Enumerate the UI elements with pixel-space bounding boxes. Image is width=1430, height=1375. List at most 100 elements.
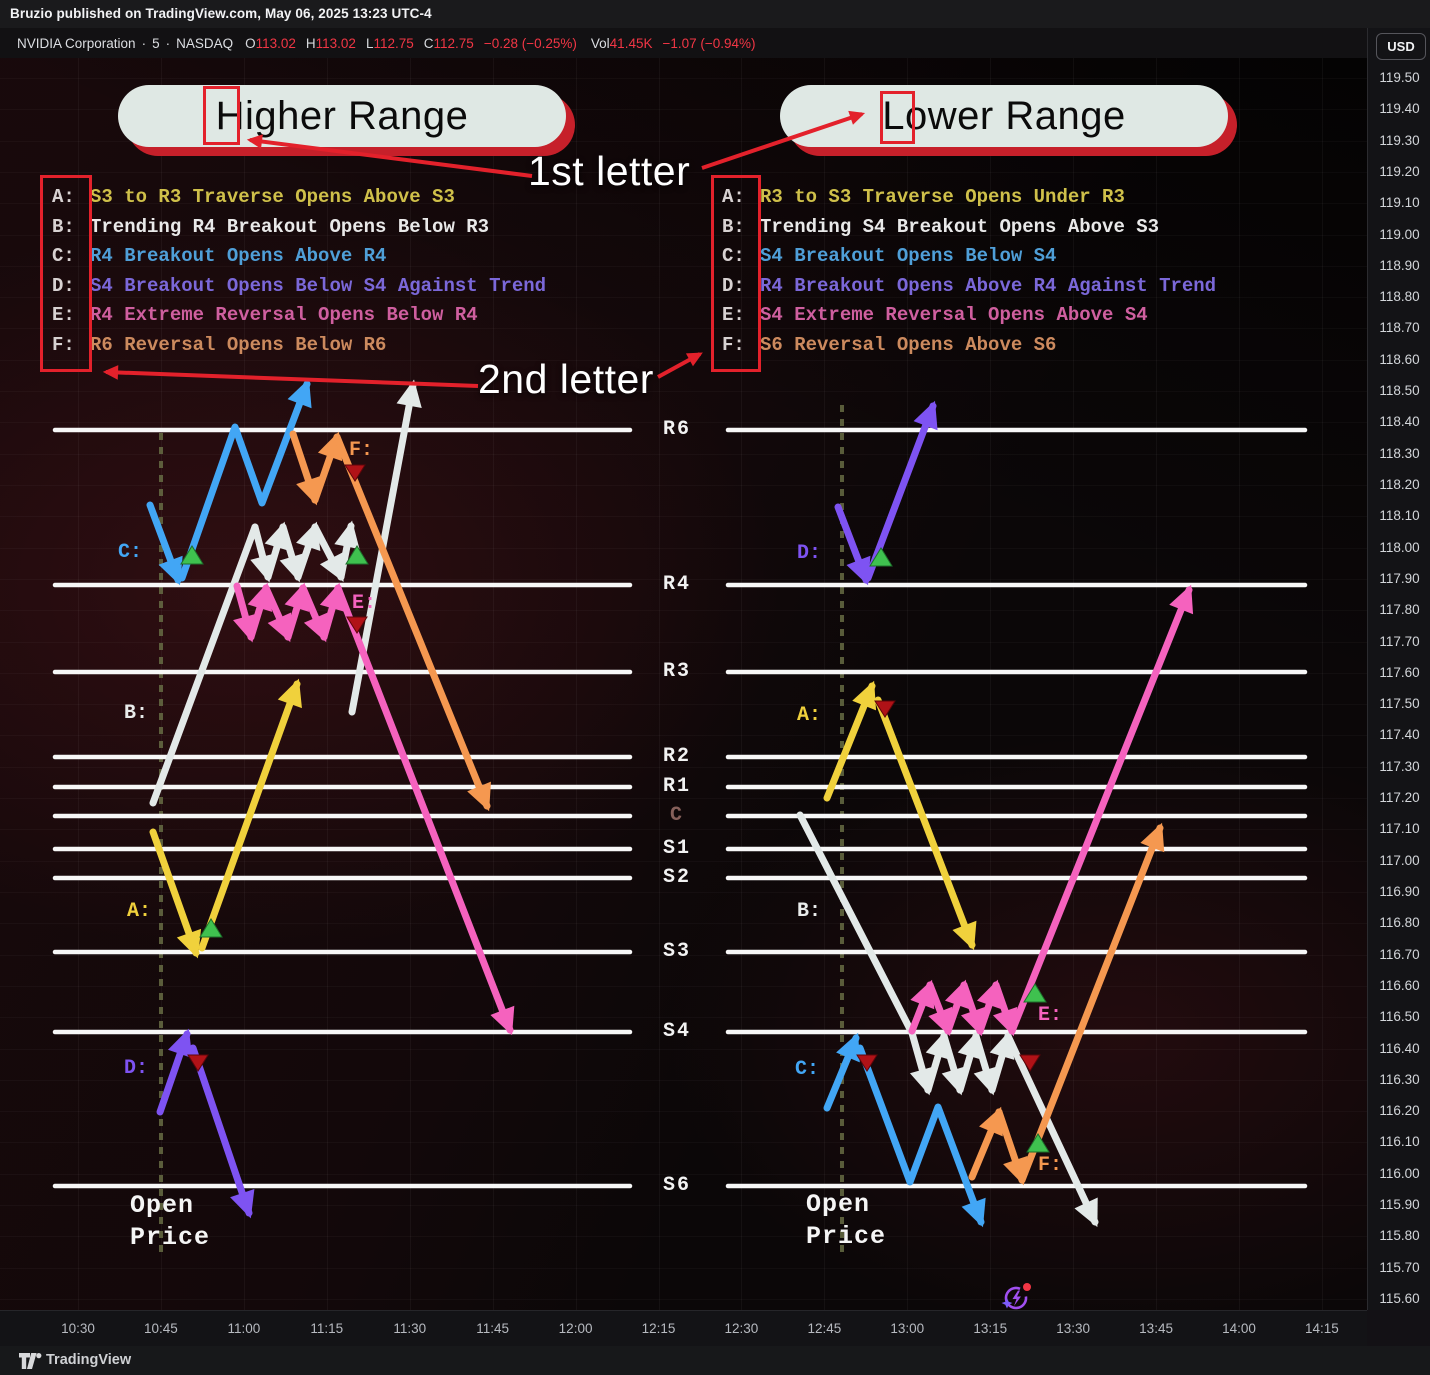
lower-range-pill: Lower Range [780, 85, 1228, 147]
ohlc-low: L112.75 [365, 35, 414, 51]
pattern-letter: F: [1038, 1154, 1063, 1177]
legend-text: R6 Reversal Opens Below R6 [90, 334, 387, 356]
time-axis-label: 11:45 [476, 1321, 510, 1336]
legend-text: S4 Breakout Opens Below S4 Against Trend [90, 274, 547, 297]
price-axis-label: 118.10 [1379, 508, 1420, 524]
legend-letter: B: [722, 215, 745, 238]
separator-dot: · [141, 35, 147, 51]
grid-vline [409, 58, 411, 1310]
ohlc-open: O113.02 [245, 35, 296, 51]
first-letter-annotation: 1st letter [528, 148, 691, 194]
interval[interactable]: 5 [152, 35, 160, 51]
legend-text: R4 Extreme Reversal Opens Below R4 [90, 304, 478, 327]
grid-hline [0, 704, 1367, 705]
grid-hline [0, 1017, 1367, 1018]
grid-vline [658, 58, 660, 1310]
legend-letter: C: [52, 245, 75, 268]
price-axis-label: 116.10 [1379, 1134, 1420, 1150]
price-axis-label: 119.30 [1379, 132, 1420, 148]
level-label-s2: S2 [662, 866, 691, 889]
grid-vline [1156, 58, 1158, 1310]
publish-text: Bruzio published on TradingView.com, May… [10, 6, 432, 21]
pattern-letter: B: [124, 702, 149, 725]
price-axis-label: 116.20 [1379, 1103, 1420, 1119]
grid-hline [0, 798, 1367, 799]
price-axis-label: 115.70 [1379, 1259, 1420, 1275]
price-axis-label: 117.80 [1379, 602, 1420, 618]
legend-letter: F: [52, 334, 75, 356]
pattern-letter: A: [127, 900, 152, 923]
legend-letter: A: [722, 186, 745, 208]
strategy-magic-icon[interactable] [1000, 1281, 1034, 1313]
session-open-dotted-line-left [159, 433, 163, 1258]
level-label-r6: R6 [662, 418, 691, 441]
price-axis-label: 116.40 [1379, 1040, 1420, 1056]
grid-hline [0, 610, 1367, 611]
separator-dot: · [165, 35, 171, 51]
price-axis-label: 118.20 [1379, 477, 1420, 492]
grid-hline [0, 391, 1367, 392]
grid-vline [907, 58, 909, 1310]
level-label-s1: S1 [662, 837, 691, 860]
legend-text: S4 Extreme Reversal Opens Above S4 [760, 304, 1148, 327]
time-axis-label: 11:30 [393, 1321, 427, 1336]
ohlc-close: C112.75 [423, 35, 474, 51]
legend-text: S4 Breakout Opens Below S4 [760, 245, 1057, 268]
time-axis-label: 12:15 [641, 1321, 676, 1336]
price-axis-label: 116.30 [1379, 1071, 1420, 1087]
price-axis-label: 116.70 [1379, 946, 1420, 962]
pattern-letter: D: [124, 1057, 149, 1080]
change-value: −0.28 (−0.25%) [483, 35, 577, 51]
time-axis-label: 13:15 [973, 1321, 1008, 1336]
grid-hline [0, 1049, 1367, 1050]
legend-text: S6 Reversal Opens Above S6 [760, 334, 1057, 356]
legend-text: R3 to S3 Traverse Opens Under R3 [760, 186, 1125, 208]
pattern-letter: F: [349, 439, 374, 462]
time-axis[interactable]: 10:30 10:45 11:00 11:15 11:30 11:45 12:00 12:15… [0, 1310, 1367, 1347]
open-price-label-right: Open Price [806, 1190, 887, 1251]
legend-text: R4 Breakout Opens Above R4 [90, 245, 387, 268]
price-axis-label: 118.60 [1379, 351, 1420, 367]
price-axis-label: 117.60 [1379, 664, 1420, 680]
higher-range-label: Higher Range [215, 93, 469, 138]
price-axis-label: 117.90 [1379, 570, 1420, 586]
open-price-label-left: Open Price [130, 1191, 211, 1252]
price-axis-label: 116.80 [1379, 915, 1420, 931]
price-axis-label: 119.40 [1379, 101, 1420, 117]
tradingview-logo-icon[interactable] [19, 1353, 42, 1369]
legend-text: S3 to R3 Traverse Opens Above S3 [90, 186, 455, 208]
grid-hline [0, 454, 1367, 455]
time-axis-label: 10:30 [61, 1321, 95, 1336]
tradingview-brand-text[interactable]: TradingView [46, 1352, 132, 1368]
price-axis-label: 116.60 [1379, 977, 1420, 993]
time-axis-label: 12:30 [724, 1321, 759, 1336]
grid-hline [0, 986, 1367, 987]
price-axis-label: 115.90 [1379, 1197, 1420, 1213]
pattern-letter: B: [797, 900, 822, 923]
symbol-header[interactable]: NVIDIA Corporation · 5 · NASDAQ O113.02 … [0, 28, 1367, 58]
price-axis-label: 118.50 [1379, 383, 1420, 399]
price-axis-label: 116.50 [1379, 1009, 1420, 1025]
second-letter-annotation: 2nd letter [478, 356, 654, 402]
price-axis-label: 119.50 [1379, 70, 1420, 85]
pattern-letter: D: [797, 542, 822, 565]
level-label-s4: S4 [662, 1020, 691, 1043]
time-axis-label: 13:00 [890, 1321, 925, 1336]
sparkle-icon [1001, 1298, 1013, 1309]
grid-hline [0, 642, 1367, 643]
volume-change: −1.07 (−0.94%) [662, 35, 756, 51]
grid-hline [0, 735, 1367, 736]
first-letter-highlight-box-l [880, 91, 915, 144]
legend-text: R4 Breakout Opens Above R4 Against Trend [760, 274, 1217, 297]
grid-hline [0, 829, 1367, 830]
symbol-title[interactable]: NVIDIA Corporation [17, 35, 136, 51]
grid-hline [0, 1111, 1367, 1112]
second-letter-highlight-box-left [40, 175, 92, 372]
price-axis-label: 119.10 [1379, 195, 1420, 211]
second-letter-highlight-box-right [711, 175, 761, 372]
currency-button[interactable]: USD [1376, 33, 1426, 60]
level-label-s3: S3 [662, 940, 691, 963]
price-axis[interactable]: USD 119.50 119.40 119.30 119.20 119.10 119.00… [1367, 28, 1430, 1310]
legend-text: Trending S4 Breakout Opens Above S3 [760, 215, 1160, 238]
